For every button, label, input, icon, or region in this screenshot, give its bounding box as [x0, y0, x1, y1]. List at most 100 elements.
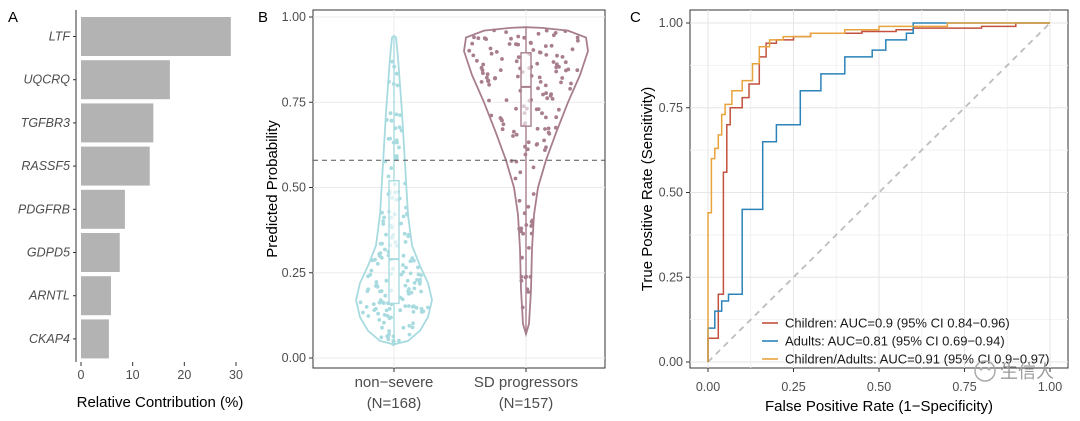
y-tick-label-0.00: 0.00	[282, 351, 306, 365]
data-point	[369, 268, 374, 273]
data-point	[472, 35, 476, 40]
data-point	[543, 83, 548, 88]
data-point	[535, 142, 540, 146]
data-point	[498, 116, 503, 120]
data-point	[504, 30, 508, 34]
panel-c-roc-chart: 0.00 0.25 0.50 0.75 1.00 0.00 0.25 0.50 0.75 1.0…	[639, 9, 1069, 415]
data-point	[372, 308, 377, 312]
data-point	[403, 304, 408, 308]
legend-label-children: Children: AUC=0.9 (95% CI 0.84−0.96)	[785, 316, 1010, 331]
data-point	[399, 128, 404, 133]
data-point	[481, 62, 486, 67]
data-point	[543, 44, 548, 48]
data-point	[488, 46, 493, 51]
data-point	[402, 231, 407, 236]
y-tick-label-0.25: 0.25	[659, 270, 683, 284]
y-tick-label-0.25: 0.25	[282, 266, 306, 280]
panel-label-c: C	[630, 9, 641, 26]
data-point	[470, 41, 475, 46]
data-point	[535, 126, 540, 131]
data-point	[531, 48, 536, 52]
data-point	[544, 91, 548, 95]
data-point	[543, 127, 547, 131]
panel-b-violin-chart: 0.00 0.25 0.50 0.75 1.00 non−severe (N=168) SD…	[264, 9, 606, 412]
data-point	[512, 129, 516, 134]
data-point	[526, 204, 531, 209]
data-point	[382, 313, 387, 317]
data-point	[509, 159, 514, 163]
data-point	[467, 48, 472, 53]
x-category-n-sd-progressors: (N=157)	[499, 395, 554, 412]
bar-gdpd5	[81, 233, 120, 272]
data-point	[374, 284, 378, 288]
data-point	[403, 283, 408, 288]
data-point	[399, 272, 404, 277]
x-category-non-severe: non−severe	[355, 374, 434, 391]
data-point	[378, 254, 382, 258]
data-point	[406, 304, 411, 308]
data-point	[366, 274, 370, 279]
data-point	[540, 111, 544, 116]
panel-b-y-axis-title: Predicted Probability	[264, 120, 281, 258]
category-label-ckap4: CKAP4	[29, 332, 70, 346]
data-point	[380, 325, 384, 330]
data-point	[498, 68, 503, 72]
data-point	[416, 272, 421, 277]
data-point	[536, 31, 541, 36]
data-point	[406, 292, 411, 296]
category-label-ltf: LTF	[49, 30, 72, 44]
data-point	[514, 59, 519, 64]
x-tick-label-20: 20	[177, 368, 191, 382]
panel-b-plot-area	[312, 9, 606, 369]
data-point	[511, 134, 515, 138]
data-point	[415, 278, 419, 282]
data-point	[419, 289, 423, 294]
data-point	[560, 55, 565, 59]
data-point	[563, 29, 568, 33]
data-point	[536, 86, 540, 91]
data-point	[377, 318, 382, 322]
data-point	[514, 42, 518, 46]
data-point	[575, 68, 580, 73]
panel-label-b: B	[258, 9, 268, 26]
data-point	[384, 278, 389, 283]
data-point	[379, 335, 384, 340]
data-point	[411, 310, 416, 314]
data-point	[380, 241, 384, 246]
x-tick-label-0: 0	[78, 368, 85, 382]
data-point	[501, 122, 506, 127]
data-point	[410, 325, 415, 330]
data-point	[489, 113, 494, 118]
data-point	[398, 308, 403, 313]
data-point	[385, 334, 389, 339]
data-point	[487, 98, 491, 103]
data-point	[529, 41, 533, 45]
data-point	[541, 92, 545, 97]
data-point	[500, 57, 504, 61]
data-point	[411, 304, 416, 309]
y-tick-label-0.50: 0.50	[282, 181, 306, 195]
data-point	[381, 301, 386, 305]
data-point	[535, 61, 540, 66]
y-tick-label-1.00: 1.00	[659, 16, 683, 30]
data-point	[394, 71, 399, 76]
data-point	[383, 293, 388, 298]
data-point	[364, 305, 369, 309]
data-point	[386, 137, 391, 141]
data-point	[555, 62, 559, 67]
data-point	[387, 316, 392, 321]
data-point	[407, 323, 412, 328]
data-point	[400, 297, 405, 302]
data-point	[394, 138, 399, 143]
data-point	[398, 113, 402, 118]
data-point	[530, 218, 535, 223]
data-point	[534, 107, 539, 112]
data-point	[380, 210, 384, 215]
data-point	[563, 60, 568, 65]
data-point	[404, 205, 408, 210]
data-point	[486, 79, 490, 83]
data-point	[553, 125, 558, 130]
data-point	[549, 43, 554, 48]
data-point	[575, 35, 580, 40]
